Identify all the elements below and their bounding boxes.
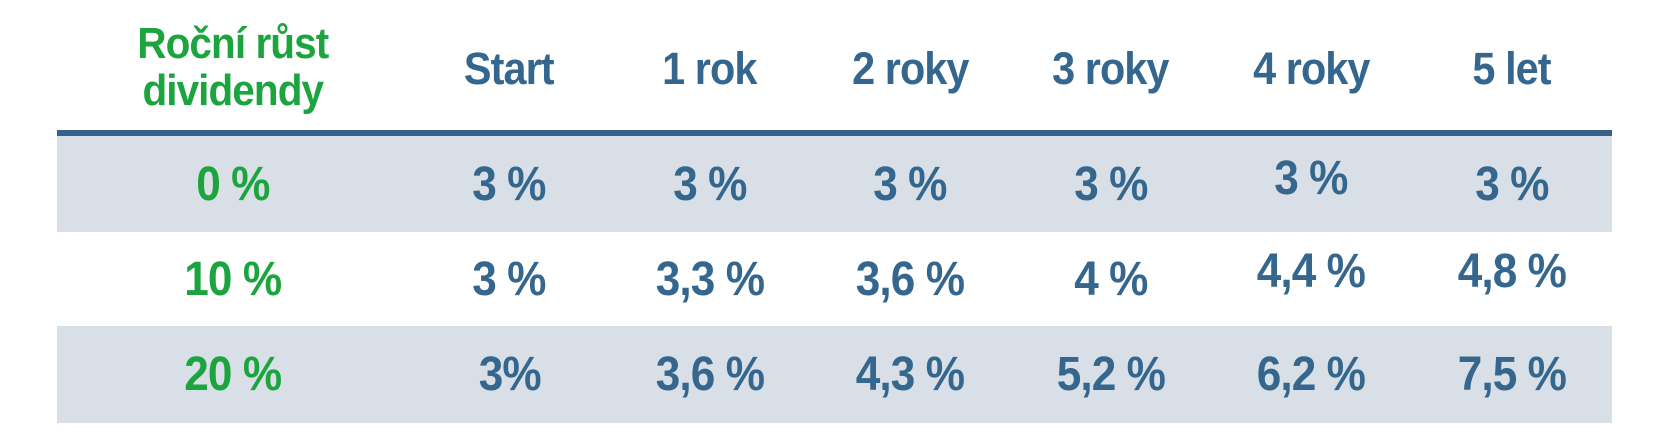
value-cell: 3,6 %	[856, 252, 965, 306]
value-cell: 4 %	[1074, 252, 1148, 306]
column-header-start: Start	[464, 43, 555, 94]
row-label: 0 %	[196, 157, 270, 211]
header-row-label: Roční růst dividendy	[57, 16, 409, 114]
column-header-4-roky: 4 roky	[1253, 43, 1370, 94]
column-header-2-roky: 2 roky	[852, 43, 969, 94]
value-cell: 4,8 %	[1457, 244, 1567, 298]
column-header-1-rok: 1 rok	[662, 43, 758, 94]
value-cell: 6,2 %	[1257, 348, 1366, 401]
header-label-line1: Roční růst	[137, 19, 330, 68]
table-row-growth-0: 0 % 3 % 3 % 3 % 3 % 3 % 3 %	[57, 136, 1612, 232]
row-label: 10 %	[184, 252, 283, 306]
value-cell: 3 %	[873, 157, 948, 211]
value-cell: 4,4 %	[1257, 244, 1366, 298]
table-header-row: Roční růst dividendy Start 1 rok 2 roky …	[57, 0, 1612, 130]
value-cell: 3,6 %	[655, 348, 765, 401]
table-row-growth-20: 20 % 3% 3,6 % 4,3 % 5,2 % 6,2 % 7,5 %	[57, 326, 1612, 423]
value-cell: 3%	[478, 348, 541, 401]
value-cell: 3 %	[1274, 151, 1349, 205]
value-cell: 3 %	[472, 157, 547, 211]
value-cell: 7,5 %	[1457, 348, 1567, 401]
value-cell: 3,3 %	[655, 252, 765, 306]
column-header-5-let: 5 let	[1472, 43, 1552, 94]
value-cell: 3 %	[472, 252, 547, 306]
header-divider-line	[57, 130, 1612, 136]
header-row-label-text: Roční růst dividendy	[137, 19, 330, 115]
value-cell: 3 %	[673, 157, 747, 211]
column-header-3-roky: 3 roky	[1052, 43, 1170, 94]
value-cell: 5,2 %	[1056, 348, 1166, 401]
row-label: 20 %	[184, 348, 283, 401]
value-cell: 3 %	[1475, 157, 1549, 211]
header-label-line2: dividendy	[142, 66, 325, 115]
value-cell: 3 %	[1074, 157, 1148, 211]
table-row-growth-10: 10 % 3 % 3,3 % 3,6 % 4 % 4,4 % 4,8 %	[57, 232, 1612, 326]
value-cell: 4,3 %	[856, 348, 965, 401]
dividend-table: Roční růst dividendy Start 1 rok 2 roky …	[57, 0, 1612, 423]
